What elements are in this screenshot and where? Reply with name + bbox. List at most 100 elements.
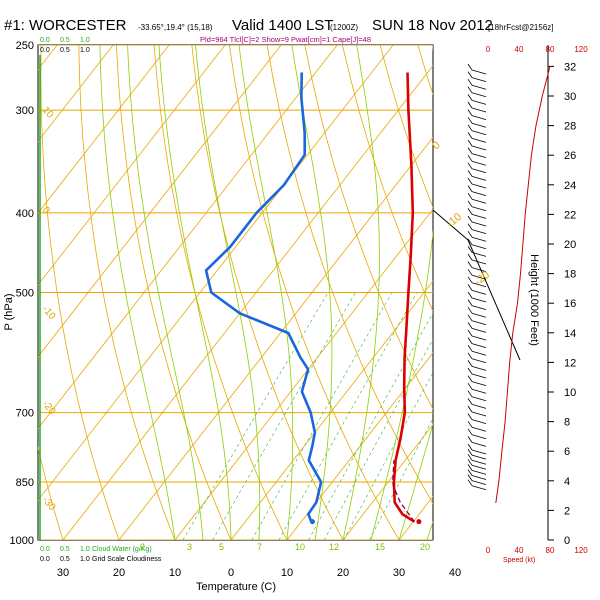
wind-barb [471, 221, 487, 227]
wind-barb [471, 130, 487, 136]
speed-tick-bottom: 120 [574, 546, 588, 555]
speed-axis-bottom: 0 40 80 120 [486, 546, 588, 555]
wind-barb [471, 267, 487, 272]
sounding-indices: Pld=964 Tlcl[C]=2 Show=9 Pwat[cm]=1 Cape… [200, 35, 371, 44]
wind-barb [471, 358, 487, 364]
mixing-ratio-label: 15 [375, 542, 385, 552]
wind-barb [471, 122, 487, 128]
y-axis-label: P (hPa) [3, 293, 15, 330]
isotherm-line [38, 45, 338, 430]
dry-adiabat [40, 45, 120, 540]
dry-adiabat [379, 45, 433, 209]
wind-barb [471, 470, 487, 475]
wind-barb-flag [467, 469, 473, 476]
wind-barb [471, 100, 487, 105]
cloudiness-tick-bottom: 1.0 [80, 556, 90, 563]
wind-barb [471, 236, 487, 242]
wind-barb-flag [467, 230, 473, 238]
wind-barb-flag [467, 306, 473, 314]
temperature-tick-label: 10 [169, 567, 181, 579]
wind-barb-flag [467, 101, 473, 109]
temperature-trace [392, 72, 416, 523]
cloud-water-tick-bottom: 1.0 [80, 546, 90, 553]
cloudiness-tick: 0.0 [40, 47, 50, 54]
height-tick-label: 26 [564, 150, 576, 162]
wind-barb [471, 183, 487, 189]
speed-tick-bottom: 80 [546, 546, 555, 555]
wind-barb-flag [467, 132, 473, 139]
wind-barb [471, 214, 487, 219]
adiabat-label: -20 [40, 399, 58, 417]
wind-barb-flag [467, 420, 473, 428]
isotherm-line [38, 45, 226, 286]
height-tick-label: 18 [564, 269, 576, 281]
wind-barb-flag [467, 223, 473, 230]
wind-barb [471, 244, 487, 250]
wind-barb [471, 168, 487, 174]
moist-adiabat [238, 45, 294, 540]
panel-connector [432, 209, 469, 241]
height-tick-label: 8 [564, 417, 570, 429]
wind-barb-flag [467, 246, 473, 253]
height-tick-label: 14 [564, 328, 576, 340]
grid-lines [0, 45, 600, 540]
wind-barb-flag [467, 208, 473, 215]
wind-barb-flag [467, 474, 473, 481]
wind-barb [471, 404, 487, 409]
cloudiness-tick-bottom: 0.0 [40, 556, 50, 563]
isotherm-line [38, 45, 394, 501]
wind-barb-flag [467, 367, 473, 375]
height-tick-label: 28 [564, 121, 576, 133]
height-tick-label: 2 [564, 505, 570, 517]
isotherm-line [230, 280, 433, 540]
dry-adiabat [531, 45, 600, 540]
speed-tick-bottom: 40 [515, 546, 524, 555]
wind-barb [471, 290, 487, 295]
isotherm-line [38, 45, 282, 358]
dry-adiabat [0, 45, 7, 540]
temperature-tick-label: 30 [57, 567, 69, 579]
mixing-ratio-line [369, 417, 433, 540]
cloud-water-tick: 1.0 [80, 37, 90, 44]
speed-axis-top: 0 40 80 120 [486, 45, 588, 54]
wind-barb [471, 381, 487, 386]
wind-barb-flag [467, 139, 473, 147]
height-tick-label: 10 [564, 387, 576, 399]
station-coords: -33.65°,19.4° (15,18) [138, 23, 213, 32]
wind-barb [471, 229, 487, 234]
dewpoint-trace [204, 72, 323, 523]
isotherm-line [118, 136, 433, 540]
wind-barb-flag [467, 253, 473, 261]
moist-adiabat [195, 45, 261, 540]
wind-barb-flag [467, 177, 473, 185]
wind-barb-flag [467, 344, 473, 352]
cloudiness-tick: 1.0 [80, 47, 90, 54]
pressure-tick-label: 400 [16, 208, 34, 220]
speed-tick-top: 120 [574, 45, 588, 54]
wind-barb [471, 297, 487, 303]
wind-barb [471, 252, 487, 257]
mixing-ratio-label: 5 [219, 542, 224, 552]
surface-dewpoint-point [309, 519, 315, 525]
wind-barb-flag [467, 238, 473, 246]
wind-barb [471, 459, 487, 465]
wind-barb-flag [467, 124, 473, 132]
wind-barb-flag [467, 428, 473, 436]
pressure-tick-label: 1000 [10, 535, 34, 547]
wind-barb [471, 426, 487, 432]
wind-barb [471, 396, 487, 402]
isotherm-line [38, 45, 114, 142]
mixing-ratio-label: 3 [187, 542, 192, 552]
adiabat-label: -30 [40, 495, 58, 513]
wind-barb-flag [467, 215, 473, 223]
wind-barb-flag [467, 71, 473, 78]
dry-adiabat [266, 45, 433, 505]
cloud-water-tick-bottom: 0.0 [40, 546, 50, 553]
height-tick-label: 22 [564, 209, 576, 221]
wind-barb-flag [467, 261, 473, 268]
moist-adiabat [158, 45, 232, 540]
cloud-water-tick: 0.5 [60, 37, 70, 44]
wind-barb [471, 335, 487, 341]
temperature-tick-label: 10 [281, 567, 293, 579]
speed-tick-top: 0 [486, 45, 491, 54]
